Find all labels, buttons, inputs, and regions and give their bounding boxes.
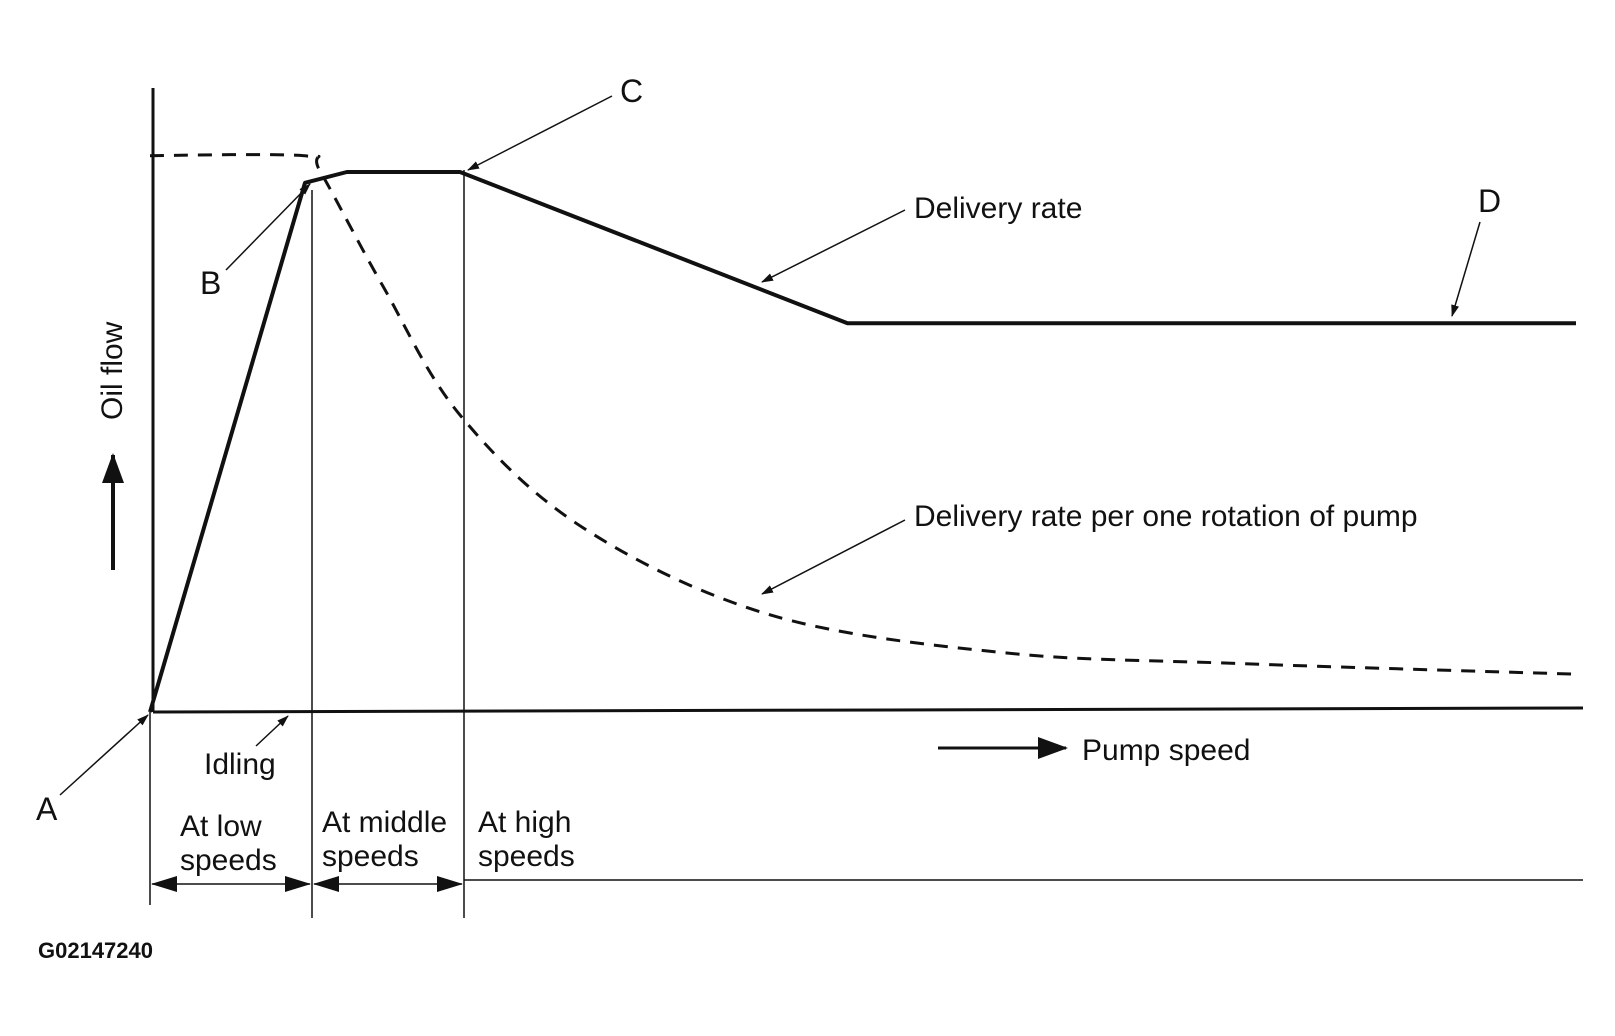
series-line-delivery-per-rotation	[149, 153, 1577, 676]
y-axis-label: Oil flow	[96, 321, 129, 420]
idling-label: Idling	[204, 748, 276, 781]
range-low-line2: speeds	[180, 844, 277, 877]
range-low-line1: At low	[180, 810, 262, 843]
figure-code: G02147240	[38, 938, 153, 963]
range-high-line2: speeds	[478, 840, 575, 873]
range-high-label: At high speeds	[478, 806, 575, 873]
leader-delivery-rate	[761, 209, 906, 283]
x-axis	[152, 706, 1584, 714]
range-low-label: At low speeds	[180, 810, 277, 877]
leader-b	[225, 183, 311, 271]
point-label-b: B	[200, 265, 221, 301]
x-axis-label: Pump speed	[1082, 734, 1250, 767]
point-label-d: D	[1478, 183, 1501, 219]
leader-d	[1451, 221, 1481, 317]
series-line-delivery-rate	[148, 170, 1576, 713]
leader-c	[467, 95, 613, 171]
leader-idling	[255, 715, 289, 747]
point-label-a: A	[36, 791, 58, 827]
series-label-delivery-rate: Delivery rate	[914, 192, 1082, 225]
range-middle-label: At middle speeds	[322, 806, 447, 873]
leader-delivery-per-rotation	[761, 519, 906, 595]
series-label-delivery-per-rotation: Delivery rate per one rotation of pump	[914, 500, 1418, 533]
range-middle-line2: speeds	[322, 840, 419, 873]
range-high-line1: At high	[478, 806, 571, 839]
range-middle-line1: At middle	[322, 806, 447, 839]
point-label-c: C	[620, 73, 643, 109]
leader-a	[59, 714, 149, 796]
